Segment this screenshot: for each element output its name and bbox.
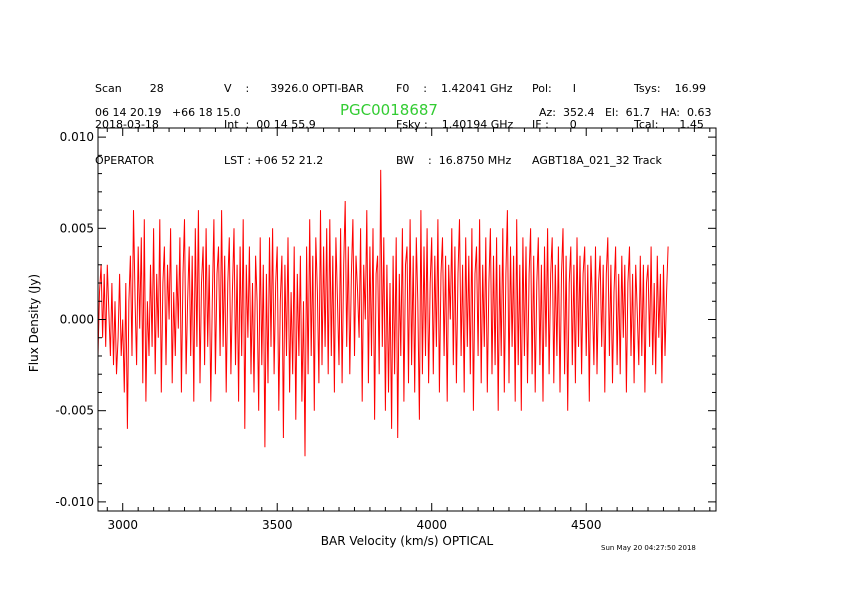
x-tick-label: 3500	[262, 518, 293, 532]
header-velocity: V : 3926.0 OPTI-BAR	[224, 82, 364, 95]
header-pol-block: Pol: I IF : 0 AGBT18A_021_32 Track	[532, 59, 662, 179]
plot-area: 3000 3500 4000 4500 0.010 0.005 0.000 -0.005 -0.…	[55, 127, 717, 532]
y-tick-label: 0.000	[60, 313, 94, 327]
header-f0: F0 : 1.42041 GHz	[396, 82, 513, 95]
y-tick-label: -0.005	[55, 404, 94, 418]
y-tick-label: 0.010	[60, 130, 94, 144]
x-tick-label: 3000	[107, 518, 138, 532]
header-project: AGBT18A_021_32 Track	[532, 154, 662, 167]
y-axis-label: Flux Density (Jy)	[27, 274, 41, 372]
y-tick-label: -0.010	[55, 495, 94, 509]
chart-title: PGC0018687	[340, 101, 438, 119]
header-azel: Az: 352.4 El: 61.7 HA: 0.63	[539, 106, 712, 119]
y-tick-label: 0.005	[60, 221, 94, 235]
x-tick-label: 4000	[416, 518, 447, 532]
header-pol: Pol: I	[532, 82, 576, 95]
header-lst: LST : +06 52 21.2	[224, 154, 324, 167]
header-operator: OPERATOR	[95, 154, 155, 167]
header-if: IF : 0	[532, 118, 577, 131]
x-tick-label: 4500	[571, 518, 602, 532]
header-scan: Scan 28	[95, 82, 164, 95]
header-tsys: Tsys: 16.99	[634, 82, 707, 95]
x-axis-label: BAR Velocity (km/s) OPTICAL	[321, 534, 494, 548]
plot-timestamp: Sun May 20 04:27:50 2018	[601, 544, 696, 552]
header-bw: BW : 16.8750 MHz	[396, 154, 512, 167]
header-coords: 06 14 20.19 +66 18 15.0	[95, 106, 241, 119]
spectrum-line	[97, 169, 669, 457]
